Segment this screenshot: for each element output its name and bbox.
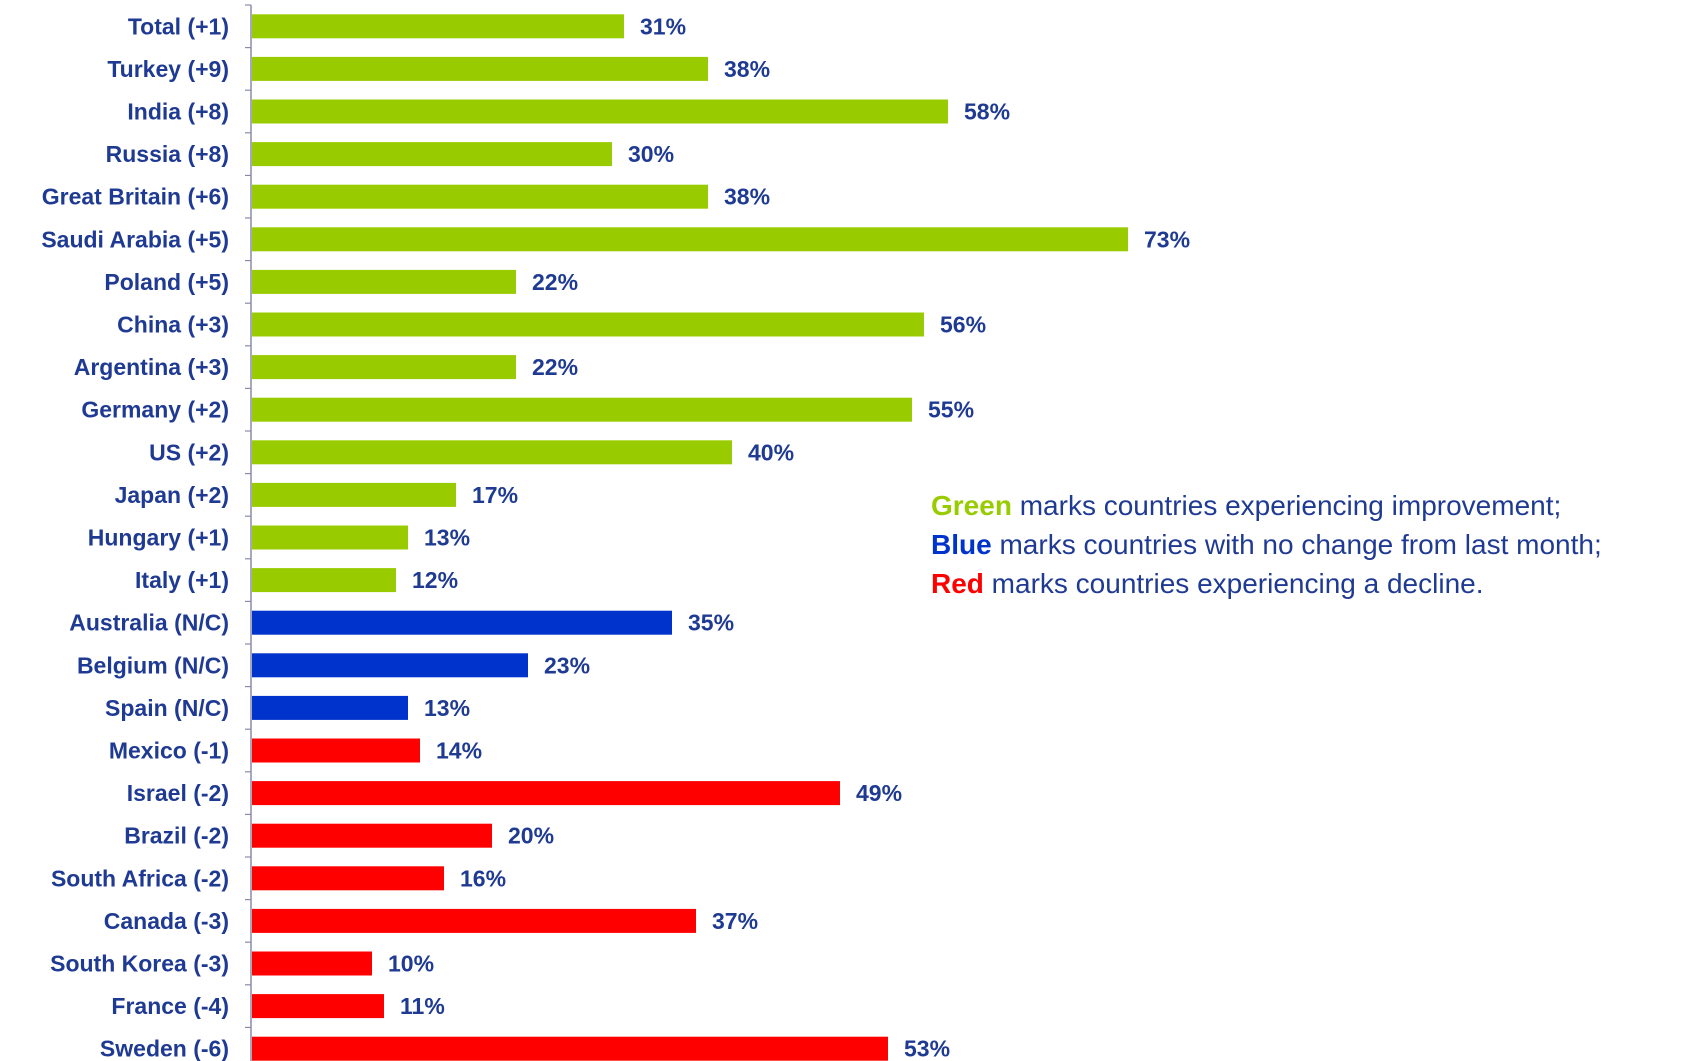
category-label: South Korea (-3) (50, 951, 229, 977)
legend-line-red: Red marks countries experiencing a decli… (931, 564, 1602, 603)
category-label: Hungary (+1) (88, 525, 229, 551)
bar (252, 823, 492, 848)
value-label: 40% (748, 439, 794, 465)
color-legend: Green marks countries experiencing impro… (931, 486, 1602, 603)
category-label: Israel (-2) (127, 780, 229, 806)
legend-keyword-red: Red (931, 568, 984, 599)
value-label: 16% (460, 865, 506, 891)
legend-line-green: Green marks countries experiencing impro… (931, 486, 1602, 525)
category-label: Spain (N/C) (105, 695, 229, 721)
bar (252, 781, 840, 806)
category-label: Poland (+5) (104, 269, 229, 295)
bar (252, 312, 924, 337)
legend-keyword-blue: Blue (931, 529, 992, 560)
value-label: 38% (724, 184, 770, 210)
category-label: Sweden (-6) (100, 1036, 229, 1061)
category-label: Belgium (N/C) (77, 652, 229, 678)
category-label: South Africa (-2) (51, 865, 229, 891)
bar (252, 482, 456, 507)
bar (252, 951, 372, 976)
value-label: 11% (400, 993, 445, 1019)
bar (252, 397, 912, 422)
value-label: 22% (532, 269, 578, 295)
bar (252, 1036, 888, 1061)
value-label: 38% (724, 56, 770, 82)
bar (252, 355, 516, 380)
category-label: Saudi Arabia (+5) (41, 226, 229, 252)
value-label: 22% (532, 354, 578, 380)
bar (252, 610, 672, 635)
bar (252, 142, 612, 167)
value-label: 31% (640, 13, 686, 39)
category-label: Mexico (-1) (109, 738, 229, 764)
value-label: 58% (964, 99, 1010, 125)
value-label: 37% (712, 908, 758, 934)
category-label: Great Britain (+6) (42, 184, 229, 210)
category-label: Total (+1) (128, 13, 229, 39)
value-label: 23% (544, 652, 590, 678)
bar (252, 695, 408, 720)
category-label: France (-4) (111, 993, 229, 1019)
value-label: 49% (856, 780, 902, 806)
category-label: Germany (+2) (81, 397, 229, 423)
bar (252, 227, 1128, 252)
value-label: 13% (424, 525, 470, 551)
bar (252, 184, 708, 209)
legend-line-blue: Blue marks countries with no change from… (931, 525, 1602, 564)
bar (252, 866, 444, 891)
value-label: 20% (508, 823, 554, 849)
legend-keyword-green: Green (931, 490, 1012, 521)
bar (252, 738, 420, 763)
bar (252, 908, 696, 933)
category-label: Japan (+2) (115, 482, 229, 508)
value-label: 53% (904, 1036, 950, 1061)
bar (252, 568, 396, 593)
value-label: 12% (412, 567, 458, 593)
value-label: 56% (940, 312, 986, 338)
category-label: China (+3) (117, 312, 229, 338)
bar (252, 994, 384, 1019)
category-label: Canada (-3) (104, 908, 229, 934)
value-label: 14% (436, 738, 482, 764)
bar (252, 269, 516, 294)
value-label: 10% (388, 951, 434, 977)
category-label: India (+8) (127, 99, 229, 125)
bar (252, 99, 948, 124)
bar (252, 14, 624, 39)
category-label: Australia (N/C) (69, 610, 229, 636)
bar (252, 440, 732, 465)
bar (252, 653, 528, 678)
bar (252, 525, 408, 550)
category-label: Turkey (+9) (107, 56, 229, 82)
category-label: Russia (+8) (106, 141, 229, 167)
category-label: Argentina (+3) (74, 354, 229, 380)
legend-text-blue: marks countries with no change from last… (991, 529, 1602, 560)
value-label: 35% (688, 610, 734, 636)
category-label: Italy (+1) (135, 567, 229, 593)
bar (252, 56, 708, 81)
category-label: US (+2) (149, 439, 229, 465)
value-label: 73% (1144, 226, 1190, 252)
value-label: 30% (628, 141, 674, 167)
category-label: Brazil (-2) (124, 823, 229, 849)
legend-text-green: marks countries experiencing improvement… (1011, 490, 1562, 521)
value-label: 55% (928, 397, 974, 423)
value-label: 17% (472, 482, 518, 508)
value-label: 13% (424, 695, 470, 721)
legend-text-red: marks countries experiencing a decline. (983, 568, 1484, 599)
